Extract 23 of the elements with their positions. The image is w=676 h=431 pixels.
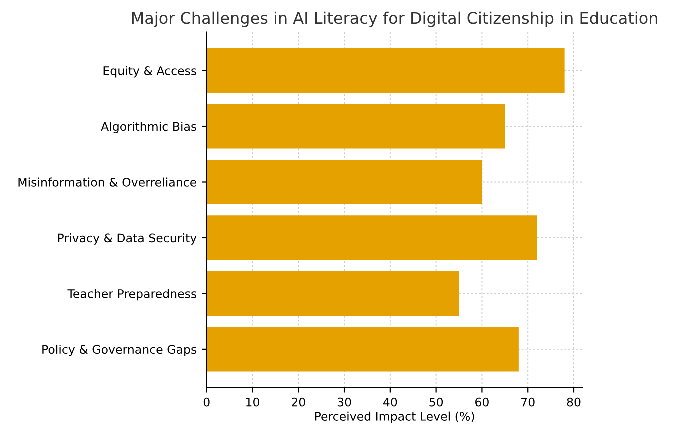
x-tick-label: 70 xyxy=(522,398,535,407)
y-tick-label: Algorithmic Bias xyxy=(101,122,197,134)
x-tick-label: 40 xyxy=(383,398,398,407)
chart-title: Major Challenges in AI Literacy for Digital Citizenship in Education xyxy=(132,12,658,28)
y-tick-label: Teacher Preparedness xyxy=(68,289,197,301)
bar xyxy=(206,271,460,316)
y-tick-label: Privacy & Data Security xyxy=(58,233,197,245)
bar xyxy=(206,327,519,372)
x-tick-label: 60 xyxy=(476,398,489,407)
bar xyxy=(206,216,538,260)
x-tick-label: 20 xyxy=(292,398,306,407)
x-tick-label: 30 xyxy=(338,398,352,407)
x-tick-label: 80 xyxy=(567,398,581,407)
bar xyxy=(206,104,506,149)
x-tick-label: 50 xyxy=(430,398,444,407)
x-tick-label: 0 xyxy=(204,398,210,407)
y-tick-label: Misinformation & Overreliance xyxy=(18,178,197,187)
x-axis-title: Perceived Impact Level (%) xyxy=(315,412,474,424)
x-tick-label: 10 xyxy=(246,398,260,407)
y-tick-label: Policy & Governance Gaps xyxy=(42,344,197,356)
bar xyxy=(206,160,482,205)
y-tick-label: Equity & Access xyxy=(104,66,197,78)
bar xyxy=(206,48,565,94)
